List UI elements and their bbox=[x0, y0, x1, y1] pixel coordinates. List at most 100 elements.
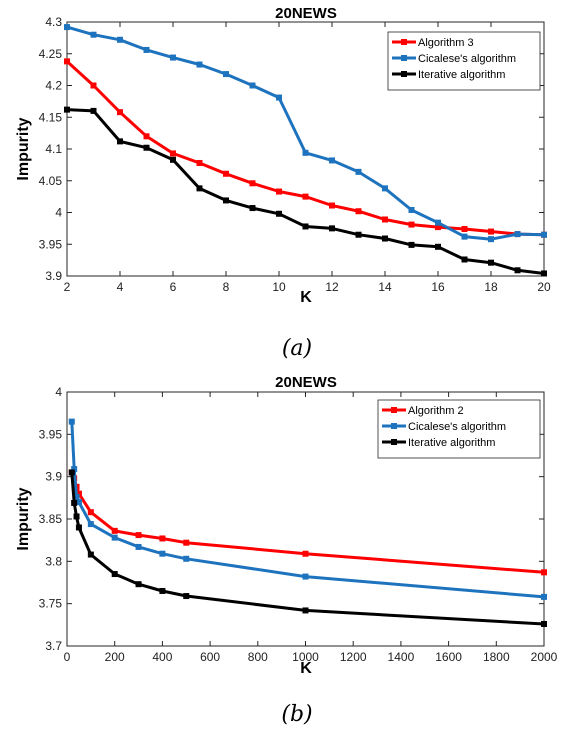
x-tick-label: 2000 bbox=[531, 650, 558, 664]
data-point bbox=[302, 573, 309, 580]
data-point bbox=[143, 144, 150, 151]
data-point bbox=[435, 219, 441, 226]
x-tick-label: 600 bbox=[200, 650, 220, 664]
data-point bbox=[276, 188, 282, 195]
data-point bbox=[68, 469, 75, 476]
y-tick-label: 3.8 bbox=[45, 554, 62, 568]
data-point bbox=[73, 493, 80, 500]
data-point bbox=[355, 168, 362, 175]
data-point bbox=[382, 235, 388, 242]
data-point bbox=[90, 82, 97, 89]
data-point bbox=[382, 185, 388, 192]
chart-a-x-ticks: 2 4 6 8 10 12 14 16 18 20 bbox=[64, 22, 551, 294]
data-point bbox=[183, 593, 190, 600]
x-tick-label: 1800 bbox=[483, 650, 510, 664]
data-point bbox=[408, 206, 415, 213]
legend-marker bbox=[401, 39, 407, 45]
data-point bbox=[355, 231, 362, 238]
chart-b-legend-items: Algorithm 2 Cicalese's algorithm Iterative… bbox=[382, 405, 506, 449]
chart-a: 20NEWS 3.9 3.95 4 4.05 4.1 4.15 4.2 4.25 4.3 2 4 6… bbox=[15, 5, 551, 361]
chart-a-legend-items: Algorithm 3 Cicalese's algorithm Iterative… bbox=[392, 37, 516, 81]
data-point bbox=[514, 231, 521, 238]
legend-marker bbox=[391, 439, 397, 445]
chart-b-x-label: K bbox=[300, 660, 312, 677]
data-point bbox=[249, 205, 256, 212]
y-tick-label: 4.1 bbox=[45, 142, 62, 156]
chart-b-caption: (b) bbox=[281, 702, 312, 727]
data-point bbox=[302, 607, 309, 614]
chart-a-x-label: K bbox=[300, 289, 312, 306]
legend-label: Cicalese's algorithm bbox=[418, 53, 516, 65]
data-point bbox=[64, 106, 70, 113]
data-point bbox=[461, 233, 468, 240]
y-tick-label: 3.75 bbox=[39, 597, 63, 611]
data-point bbox=[75, 490, 82, 497]
chart-b-y-label: Impurity bbox=[15, 487, 32, 550]
data-point bbox=[111, 527, 118, 534]
chart-b: 20NEWS 3.7 3.75 3.8 3.85 3.9 3.95 4 0 200 400 600… bbox=[15, 374, 558, 727]
data-point bbox=[276, 94, 282, 101]
data-point bbox=[329, 202, 335, 209]
data-point bbox=[382, 216, 388, 223]
data-point bbox=[111, 534, 118, 541]
data-point bbox=[276, 210, 282, 217]
legend-marker bbox=[401, 55, 407, 61]
x-tick-label: 20 bbox=[537, 280, 551, 294]
y-tick-label: 3.9 bbox=[45, 269, 62, 283]
data-point bbox=[117, 109, 123, 116]
data-point bbox=[329, 157, 335, 164]
data-point bbox=[488, 259, 494, 266]
legend-marker bbox=[401, 71, 407, 77]
data-point bbox=[196, 159, 203, 166]
data-point bbox=[87, 551, 94, 558]
data-point bbox=[75, 524, 82, 531]
legend-label: Iterative algorithm bbox=[408, 437, 495, 449]
data-point bbox=[541, 231, 547, 238]
data-point bbox=[302, 149, 309, 156]
legend-label: Cicalese's algorithm bbox=[408, 421, 506, 433]
legend-label: Algorithm 2 bbox=[408, 405, 464, 417]
data-point bbox=[302, 550, 309, 557]
chart-a-y-ticks: 3.9 3.95 4 4.05 4.1 4.15 4.2 4.25 4.3 bbox=[39, 15, 544, 283]
x-tick-label: 12 bbox=[325, 280, 339, 294]
data-point bbox=[408, 241, 415, 248]
data-point bbox=[71, 499, 78, 506]
data-point bbox=[461, 226, 468, 233]
data-point bbox=[329, 225, 335, 232]
data-point bbox=[355, 208, 362, 215]
chart-b-title: 20NEWS bbox=[275, 374, 337, 391]
data-point bbox=[196, 61, 203, 68]
data-point bbox=[71, 466, 78, 473]
data-point bbox=[249, 82, 256, 89]
chart-b-y-ticks: 3.7 3.75 3.8 3.85 3.9 3.95 4 bbox=[39, 385, 544, 653]
data-point bbox=[302, 223, 309, 230]
x-tick-label: 1600 bbox=[435, 650, 462, 664]
data-point bbox=[183, 539, 190, 546]
x-tick-label: 16 bbox=[431, 280, 445, 294]
data-point bbox=[73, 513, 80, 520]
data-point bbox=[117, 36, 123, 43]
data-point bbox=[170, 156, 176, 163]
x-tick-label: 18 bbox=[484, 280, 498, 294]
data-point bbox=[541, 620, 547, 627]
x-tick-label: 1200 bbox=[340, 650, 367, 664]
data-point bbox=[111, 571, 118, 578]
chart-a-series bbox=[64, 24, 547, 277]
data-point bbox=[68, 418, 75, 425]
data-point bbox=[541, 569, 547, 576]
chart-a-y-label: Impurity bbox=[15, 117, 32, 180]
x-tick-label: 14 bbox=[378, 280, 392, 294]
data-point bbox=[64, 24, 70, 31]
y-tick-label: 4.2 bbox=[45, 79, 62, 93]
data-point bbox=[135, 581, 142, 588]
y-tick-label: 3.85 bbox=[39, 512, 63, 526]
data-point bbox=[159, 587, 166, 594]
data-point bbox=[196, 185, 203, 192]
chart-a-title: 20NEWS bbox=[275, 5, 337, 22]
x-tick-label: 2 bbox=[64, 280, 71, 294]
legend-label: Iterative algorithm bbox=[418, 69, 505, 81]
data-point bbox=[87, 521, 94, 528]
y-tick-label: 4.05 bbox=[39, 174, 63, 188]
y-tick-label: 3.95 bbox=[39, 237, 63, 251]
